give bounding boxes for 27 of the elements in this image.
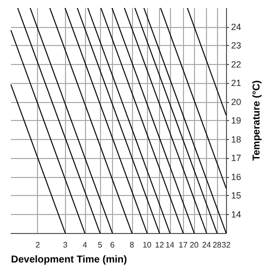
y-tick-label: 23 [231,40,242,50]
x-tick-label: 12 [154,240,164,250]
y-tick-label: 24 [231,22,242,32]
y-tick-label: 19 [231,116,242,126]
x-axis-title: Development Time (min) [11,254,127,266]
x-tick-label: 32 [222,240,232,250]
x-tick-label: 28 [212,240,222,250]
x-tick-label: 24 [202,240,212,250]
x-tick-label: 8 [130,240,135,250]
y-tick-label: 22 [231,59,242,70]
y-axis-title: Temperature (°C) [252,80,262,161]
x-tick-label: 3 [63,240,68,250]
x-tick-label: 6 [110,240,116,250]
x-tick-label: 14 [165,240,175,250]
y-tick-label: 16 [231,172,242,182]
x-tick-label: 5 [98,240,103,250]
x-tick-label: 20 [190,240,200,250]
x-tick-label: 17 [178,240,188,250]
y-tick-label: 21 [231,78,242,88]
y-tick-label: 20 [231,96,242,107]
y-tick-label: 17 [231,153,242,163]
y-tick-label: 15 [231,190,242,200]
x-tick-label: 10 [142,240,152,250]
x-tick-label: 4 [82,240,88,250]
x-tick-label: 2 [35,240,40,250]
y-tick-label: 14 [231,209,242,220]
y-tick-label: 18 [231,134,242,144]
